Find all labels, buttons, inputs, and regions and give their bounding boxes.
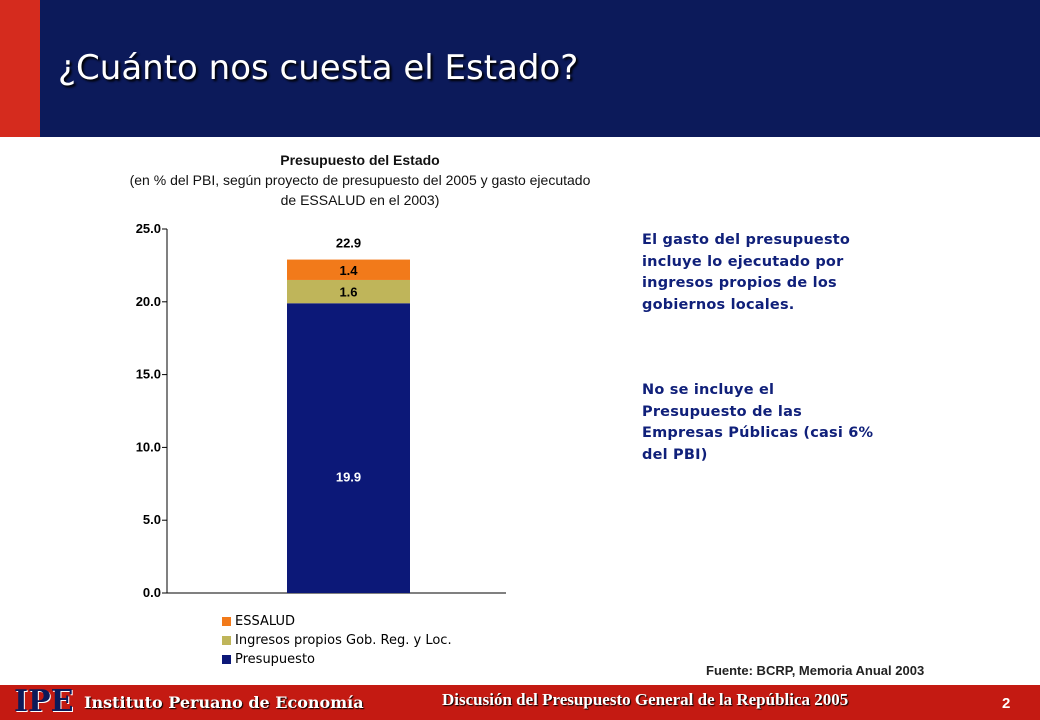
event-title: Discusión del Presupuesto General de la … [442, 690, 849, 709]
legend-label: ESSALUD [235, 614, 295, 629]
chart-title: Presupuesto del Estado [280, 152, 440, 168]
slide-footer: IPE Instituto Peruano de Economía Discus… [0, 685, 1040, 720]
bar-segment [287, 303, 410, 593]
bar-total-label: 22.9 [336, 236, 361, 251]
chart-heading: Presupuesto del Estado (en % del PBI, se… [120, 150, 600, 210]
chart-legend: ESSALUD Ingresos propios Gob. Reg. y Loc.… [222, 612, 452, 669]
organization-name: Instituto Peruano de Economía [84, 693, 364, 712]
note-gasto: El gasto del presupuesto incluye lo ejec… [642, 232, 851, 313]
bar-value-label: 1.6 [339, 285, 357, 300]
note-empresas: No se incluye el Presupuesto de las Empr… [642, 382, 874, 463]
y-tick-label: 10.0 [136, 439, 161, 454]
bar-value-label: 1.4 [339, 263, 358, 278]
y-tick-label: 25.0 [136, 221, 161, 236]
stacked-bar-chart: 0.0 5.0 10.0 15.0 20.0 25.0 19.9 1.6 1.4 22.9 [136, 221, 506, 600]
chart-subtitle: (en % del PBI, según proyecto de presupu… [129, 172, 591, 208]
bar-segment [287, 259, 410, 280]
source-citation: Fuente: BCRP, Memoria Anual 2003 [706, 663, 925, 678]
legend-swatch [222, 655, 231, 664]
slide-header: ¿Cuánto nos cuesta el Estado? [0, 0, 1040, 137]
page-number: 2 [1002, 695, 1011, 712]
ipe-logo: IPE [14, 684, 74, 719]
bar-value-label: 19.9 [336, 470, 361, 485]
legend-item: Ingresos propios Gob. Reg. y Loc. [222, 631, 452, 650]
legend-label: Presupuesto [235, 652, 315, 667]
legend-swatch [222, 636, 231, 645]
slide-title: ¿Cuánto nos cuesta el Estado? [58, 48, 579, 88]
y-tick-label: 0.0 [143, 585, 161, 600]
legend-label: Ingresos propios Gob. Reg. y Loc. [235, 633, 452, 648]
bar-segment [287, 279, 410, 304]
legend-item: Presupuesto [222, 650, 452, 669]
y-tick-label: 5.0 [143, 512, 161, 527]
legend-swatch [222, 617, 231, 626]
y-tick-label: 20.0 [136, 294, 161, 309]
legend-item: ESSALUD [222, 612, 452, 631]
header-red-strip [0, 0, 40, 137]
y-tick-label: 15.0 [136, 367, 161, 382]
